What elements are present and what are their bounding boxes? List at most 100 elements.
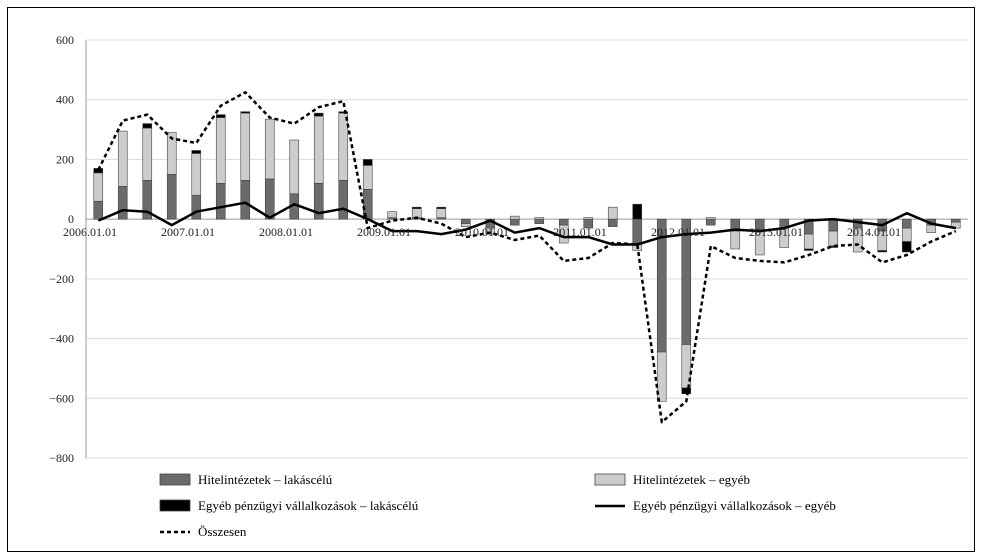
bar xyxy=(93,200,104,220)
bar xyxy=(338,112,349,181)
x-tick-label: 2007.01.01 xyxy=(161,225,215,239)
legend-label: Hitelintézetek – lakáscélú xyxy=(198,472,333,487)
bar xyxy=(901,241,912,253)
bar xyxy=(656,351,667,402)
legend-label: Összesen xyxy=(198,524,247,539)
bar xyxy=(362,165,373,190)
bar xyxy=(632,218,643,244)
bar xyxy=(705,218,716,226)
bar xyxy=(436,206,447,209)
x-tick-label: 2013.01.01 xyxy=(749,225,803,239)
y-tick-label: 600 xyxy=(56,33,74,47)
bar xyxy=(877,250,888,253)
bar-stack xyxy=(436,206,447,220)
legend-item: Hitelintézetek – lakáscélú xyxy=(159,472,333,487)
y-tick-label: 400 xyxy=(56,93,74,107)
bar xyxy=(387,211,398,218)
legend-label: Egyéb pénzügyi vállalkozások – lakáscélú xyxy=(198,498,419,513)
bar xyxy=(411,208,422,218)
legend: Hitelintézetek – lakáscélú Hitelintézetek… xyxy=(159,472,836,539)
bar xyxy=(362,159,373,166)
bar xyxy=(583,217,594,220)
bar-stack xyxy=(142,123,153,220)
bar xyxy=(730,230,741,250)
bar xyxy=(803,233,814,250)
bar-stack xyxy=(558,218,569,244)
bar xyxy=(240,112,251,181)
bar xyxy=(460,218,471,224)
bar xyxy=(215,114,226,118)
bar-stack xyxy=(534,217,545,224)
series-line-osszesen xyxy=(97,91,957,424)
bar xyxy=(460,223,471,227)
bar xyxy=(313,115,324,184)
x-tick-label: 2009.01.01 xyxy=(357,225,411,239)
y-tick-label: −400 xyxy=(49,332,74,346)
bar xyxy=(313,112,324,117)
x-tick-label: 2014.01.01 xyxy=(847,225,901,239)
bar-stack xyxy=(191,150,202,220)
bar-stack xyxy=(240,111,251,220)
bar xyxy=(117,186,128,220)
bar xyxy=(852,227,863,253)
bar-stack xyxy=(362,159,373,220)
bar-stack xyxy=(460,218,471,227)
bar xyxy=(166,132,177,175)
bar-stack xyxy=(607,206,618,227)
bar xyxy=(166,174,177,220)
bar-stack xyxy=(509,215,520,226)
bar-stack xyxy=(656,218,667,402)
bar xyxy=(509,215,520,220)
bar xyxy=(950,218,961,223)
bar xyxy=(240,180,251,220)
bar xyxy=(803,248,814,251)
x-tick-label: 2006.01.01 xyxy=(63,225,117,239)
x-tick-label: 2008.01.01 xyxy=(259,225,313,239)
bar xyxy=(828,230,839,247)
bar-stack xyxy=(387,211,398,220)
bar xyxy=(142,127,153,181)
bar xyxy=(338,180,349,220)
bar xyxy=(828,218,839,232)
x-axis-tick-labels: 2006.01.01 2007.01.01 2008.01.01 2009.01.01… xyxy=(63,225,901,239)
bar-stack xyxy=(705,217,716,226)
x-tick-label: 2012.01.01 xyxy=(651,225,705,239)
x-tick-label: 2011.01.01 xyxy=(553,225,607,239)
bar xyxy=(264,178,275,220)
bar xyxy=(901,227,912,242)
y-tick-label: −800 xyxy=(49,451,74,465)
bar xyxy=(607,206,618,220)
bar xyxy=(705,217,716,220)
bar-stack xyxy=(803,218,814,251)
x-tick-label: 2010.01.01 xyxy=(455,225,509,239)
legend-item: Összesen xyxy=(160,524,247,539)
bar-stack xyxy=(264,118,275,220)
bar xyxy=(436,208,447,218)
bar xyxy=(607,218,618,227)
bar xyxy=(338,111,349,114)
bar xyxy=(411,206,422,209)
y-axis-tick-labels: 600 400 200 0 −200 −400 −600 −800 xyxy=(49,33,74,465)
bar xyxy=(534,218,545,224)
bar-stack xyxy=(730,218,741,250)
bar xyxy=(117,130,128,187)
bar-stack xyxy=(852,218,863,253)
bars-layer xyxy=(93,111,961,402)
bar xyxy=(215,117,226,184)
legend-item: Egyéb pénzügyi vállalkozások – egyéb xyxy=(595,498,836,513)
bar-stack xyxy=(485,218,496,235)
bar xyxy=(901,218,912,229)
bar-stack xyxy=(901,218,912,253)
legend-label: Egyéb pénzügyi vállalkozások – egyéb xyxy=(633,498,836,513)
bar xyxy=(558,224,569,244)
bar-stack xyxy=(166,132,177,220)
bar xyxy=(215,183,226,220)
bar xyxy=(509,218,520,226)
bar-stack xyxy=(681,218,692,395)
legend-swatch xyxy=(159,499,191,512)
bar-stack xyxy=(338,111,349,220)
bar xyxy=(191,153,202,196)
bar-stack xyxy=(828,218,839,248)
bar xyxy=(240,111,251,114)
bar xyxy=(485,227,496,235)
